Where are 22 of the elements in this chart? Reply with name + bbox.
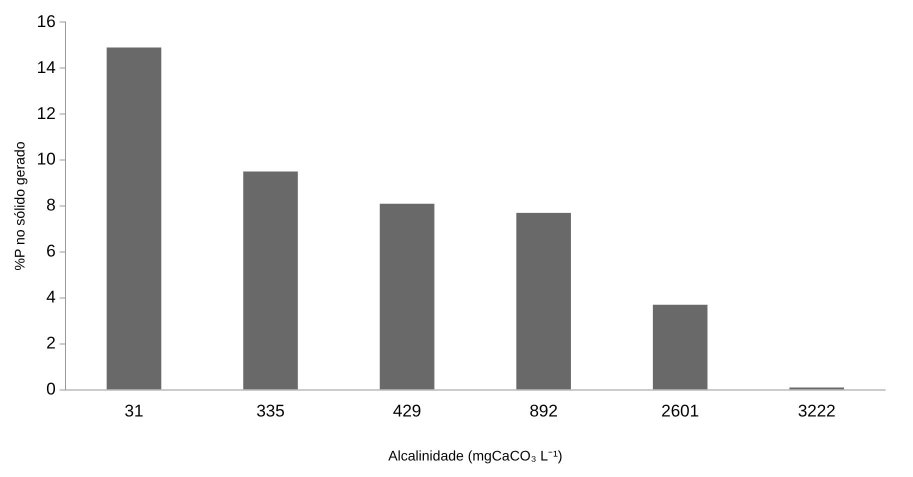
x-tick-label: 31	[124, 402, 144, 421]
bar	[652, 304, 708, 390]
y-tick-label: 4	[46, 288, 56, 307]
y-tick-label: 0	[46, 379, 56, 398]
bar	[106, 47, 162, 390]
x-axis-title: Alcalinidade (mgCaCO₃ L⁻¹)	[388, 447, 562, 464]
x-tick-label: 335	[256, 402, 285, 421]
y-axis-title: %P no sólido gerado	[11, 141, 28, 270]
bar	[516, 212, 571, 390]
y-tick-label: 16	[36, 12, 56, 31]
x-tick-label: 429	[392, 402, 422, 421]
y-tick-label: 10	[36, 150, 56, 169]
y-tick-label: 14	[36, 58, 56, 77]
x-tick-label: 892	[529, 402, 558, 421]
bar	[380, 204, 434, 390]
x-tick-label: 3222	[798, 402, 836, 421]
y-tick-label: 12	[36, 104, 56, 123]
y-tick-label: 6	[46, 242, 56, 261]
bar	[243, 172, 298, 390]
y-tick-label: 2	[46, 334, 56, 353]
x-tick-label: 2601	[661, 402, 700, 421]
y-tick-label: 8	[46, 196, 56, 215]
